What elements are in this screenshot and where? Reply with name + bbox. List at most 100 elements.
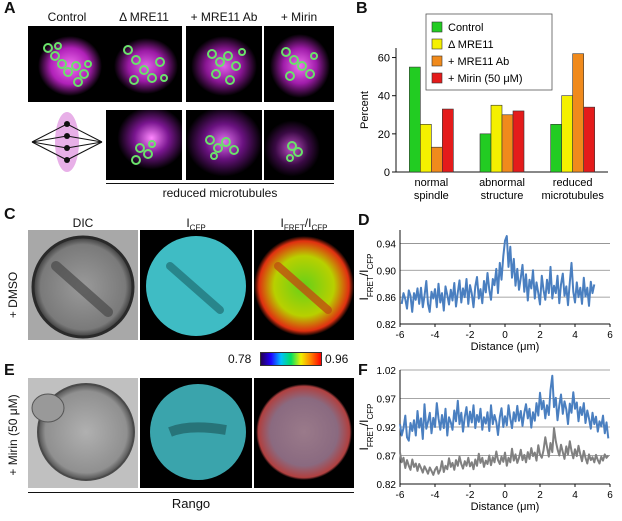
micrograph-mre11-ab-reduced <box>186 110 262 180</box>
panel-letter-e: E <box>4 362 15 379</box>
panel-letter-b: B <box>356 0 368 17</box>
row-label-mirin: + Mirin (50 μM) <box>6 380 20 490</box>
bar <box>561 95 573 173</box>
dic-image-dmso <box>28 230 138 340</box>
column-label-icfp: ICFP <box>140 216 252 232</box>
x-axis-label: Distance (μm) <box>471 501 540 513</box>
y-tick-label: 0.92 <box>377 423 397 434</box>
legend-box <box>425 13 553 91</box>
category-label: abnormal <box>479 177 525 189</box>
icfp-main: I <box>186 216 190 230</box>
bar <box>431 146 443 173</box>
x-tick-label: 0 <box>502 330 508 341</box>
x-tick-label: 6 <box>607 490 613 501</box>
category-label: reduced <box>553 177 593 189</box>
legend-swatch <box>431 38 443 50</box>
ratio-sep: /I <box>304 216 312 230</box>
bar <box>501 114 514 173</box>
x-tick-label: -6 <box>396 490 405 501</box>
bar <box>442 108 454 173</box>
series-line <box>400 235 596 313</box>
reduced-microtubules-underline <box>106 183 334 184</box>
bar <box>409 66 421 173</box>
row-label-mirin-text: + Mirin (50 μM) <box>6 394 20 476</box>
legend-label: + MRE11 Ab <box>448 56 509 68</box>
category-label: microtubules <box>541 190 604 202</box>
legend-swatch <box>431 72 443 84</box>
bar <box>583 106 595 173</box>
ratio-image-mirin <box>254 378 354 488</box>
column-label-ratio: IFRET/ICFP <box>254 216 354 232</box>
panel-letter-d: D <box>358 212 370 229</box>
micrograph-delta-mre11 <box>106 26 182 102</box>
x-tick-label: -4 <box>431 330 440 341</box>
y-tick-label: 0.86 <box>377 293 397 304</box>
y-axis-label: Percent <box>359 91 371 129</box>
category-label: spindle <box>414 190 449 202</box>
micrograph-mre11-ab <box>186 26 262 102</box>
cfp-image-dmso <box>140 230 252 340</box>
bar <box>490 104 503 173</box>
cfp-image-mirin <box>140 378 252 488</box>
colorbar-max-label: 0.96 <box>325 352 349 366</box>
column-label-mre11-ab: + MRE11 Ab <box>190 10 258 24</box>
micrograph-mirin <box>264 26 334 102</box>
x-tick-label: -2 <box>466 490 475 501</box>
ratio-image-dmso <box>254 230 354 340</box>
x-tick-label: 4 <box>572 330 578 341</box>
category-label: normal <box>415 177 449 189</box>
micrograph-control <box>28 26 106 102</box>
legend-label: Δ MRE11 <box>448 39 494 51</box>
x-tick-label: 2 <box>537 330 543 341</box>
panel-letter-c: C <box>4 206 16 223</box>
y-tick-label: 60 <box>378 53 390 65</box>
micrograph-mirin-reduced <box>264 110 334 180</box>
y-tick-label: 20 <box>378 129 390 141</box>
icfp-sub: CFP <box>189 223 206 233</box>
y-tick-label: 40 <box>378 91 390 103</box>
ratio-sub2: CFP <box>311 223 328 233</box>
column-label-mirin: + Mirin <box>280 10 318 24</box>
line-chart-f: 0.82 0.87 0.92 0.97 1.02 -6 -4 -2 0 2 4 6 Distance (… <box>357 366 613 513</box>
bar <box>479 133 492 173</box>
x-tick-label: 4 <box>572 490 578 501</box>
ratio-sub1: FRET <box>283 223 305 233</box>
ratio-main: I <box>280 216 284 230</box>
reduced-microtubules-label: reduced microtubules <box>162 186 278 200</box>
legend-swatch <box>431 21 443 33</box>
y-tick-label: 0.90 <box>377 266 397 277</box>
x-tick-label: 6 <box>607 330 613 341</box>
dic-image-mirin <box>28 378 138 488</box>
rango-underline <box>28 492 354 493</box>
panel-letter-a: A <box>4 0 16 17</box>
row-label-dmso-text: + DMSO <box>6 271 20 319</box>
x-axis-label: Distance (μm) <box>471 341 540 353</box>
bar <box>420 124 432 173</box>
x-tick-label: -4 <box>431 490 440 501</box>
y-tick-label: 0.82 <box>377 480 397 491</box>
column-label-dic: DIC <box>72 216 94 230</box>
series-line <box>399 427 610 476</box>
y-tick-label: 0.87 <box>377 452 397 463</box>
line-chart-d: 0.82 0.86 0.90 0.94 -6 -4 -2 0 2 4 6 Distance (μm) I… <box>357 230 613 353</box>
column-label-delta-mre11: Δ MRE11 <box>119 10 169 24</box>
bar <box>572 53 584 173</box>
y-axis-label: IFRET/ICFP <box>357 254 375 301</box>
series-line <box>399 374 610 442</box>
bar <box>550 124 562 173</box>
x-tick-label: -6 <box>396 330 405 341</box>
panel-letter-f: F <box>358 362 368 379</box>
y-tick-label: 0 <box>384 167 390 179</box>
spindle-diagram <box>28 106 106 178</box>
y-axis-label: IFRET/ICFP <box>357 404 375 451</box>
legend-label: Control <box>448 22 483 34</box>
x-tick-label: 2 <box>537 490 543 501</box>
rango-label: Rango <box>171 496 211 511</box>
bar <box>512 110 525 173</box>
legend-swatch <box>431 55 443 67</box>
y-tick-label: 0.94 <box>377 239 397 250</box>
category-label: structure <box>481 190 524 202</box>
micrograph-delta-mre11-reduced <box>106 110 182 180</box>
x-tick-label: -2 <box>466 330 475 341</box>
y-tick-label: 0.97 <box>377 395 397 406</box>
